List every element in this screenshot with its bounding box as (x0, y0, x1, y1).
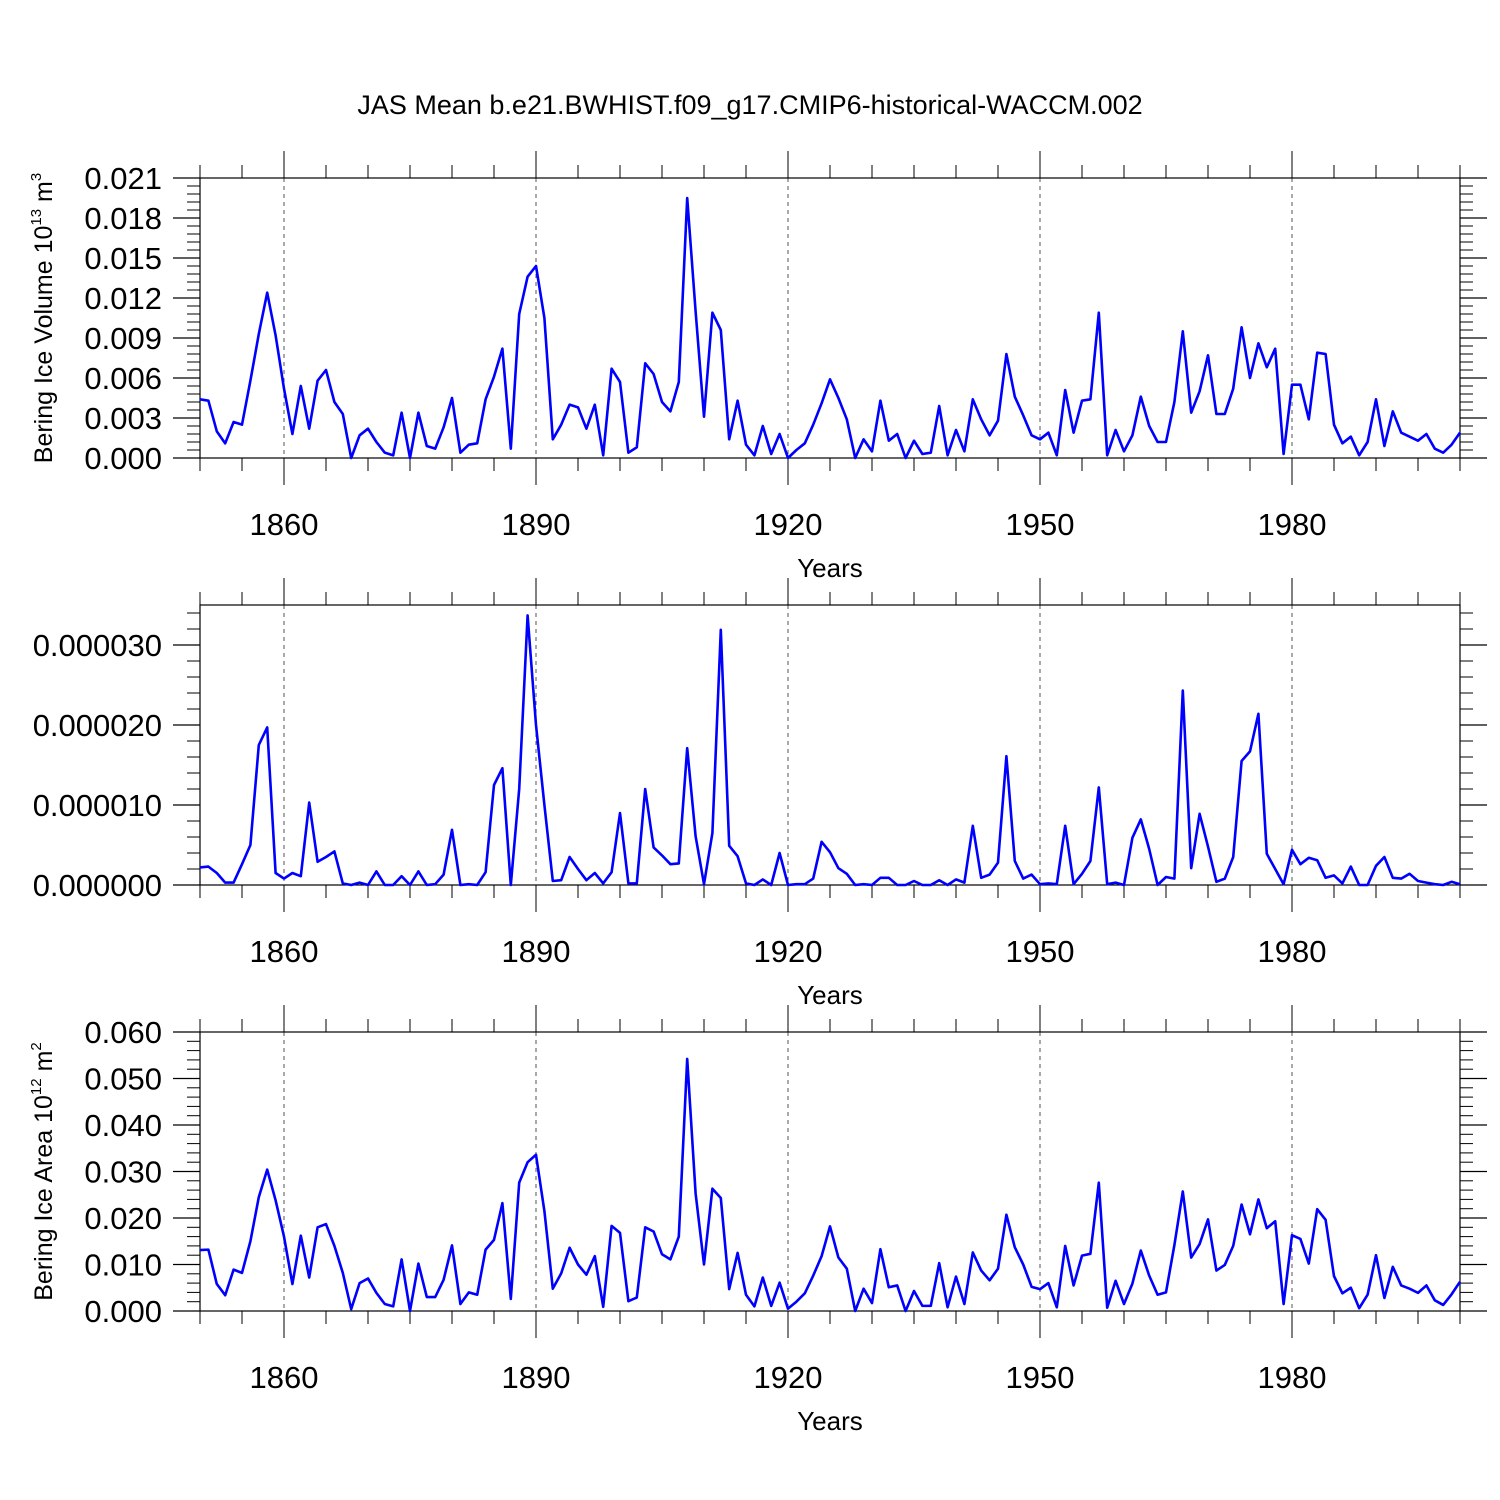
y-tick-label-6: 0.060 (84, 1015, 162, 1050)
y-tick-label-1: 0.010 (84, 1248, 162, 1283)
x-tick-label-4: 1980 (1258, 1360, 1327, 1395)
y-tick-label-0: 0.000 (84, 441, 162, 476)
data-series-line (199, 614, 1461, 887)
chart-panels: 0.000 0.003 0.006 0.009 0.012 0.015 0.018 0.021… (28, 151, 1487, 1436)
y-axis-label-unit: m (30, 1051, 58, 1079)
x-tick-label-0: 1860 (250, 934, 319, 969)
panel-1: 0.000 0.003 0.006 0.009 0.012 0.015 0.018 0.021… (28, 151, 1487, 583)
plot-frame (199, 604, 1461, 886)
y-axis-label-unit-exponent: 2 (28, 1042, 45, 1050)
x-tick-label-2: 1920 (754, 507, 823, 542)
y-tick-label-5: 0.015 (84, 241, 162, 276)
y-tick-label-1: 0.003 (84, 401, 162, 436)
y-axis-label: Bering Ice Volume 1013 m3 (28, 173, 58, 463)
y-tick-label-3: 0.009 (84, 321, 162, 356)
y-tick-label-2: 0.006 (84, 361, 162, 396)
x-tick-label-1: 1890 (502, 507, 571, 542)
y-tick-label-6: 0.018 (84, 201, 162, 236)
y-tick-label-4: 0.012 (84, 281, 162, 316)
x-tick-label-3: 1950 (1006, 507, 1075, 542)
x-tick-label-2: 1920 (754, 1360, 823, 1395)
y-tick-label-5: 0.050 (84, 1062, 162, 1097)
y-axis-label-main: Bering Ice Area 10 (30, 1095, 58, 1301)
y-tick-label-4: 0.040 (84, 1108, 162, 1143)
y-tick-label-2: 0.020 (84, 1201, 162, 1236)
y-tick-label-1: 0.000010 (33, 788, 162, 823)
y-tick-label-2: 0.000020 (33, 708, 162, 743)
y-tick-label-3: 0.000030 (33, 628, 162, 663)
x-tick-label-0: 1860 (250, 507, 319, 542)
data-series-line (199, 196, 1462, 460)
x-axis-label: Years (797, 553, 863, 583)
panel-3: 0.000 0.010 0.020 0.030 0.040 0.050 0.060 1860 1… (28, 1005, 1487, 1436)
y-tick-label-0: 0.000 (84, 1294, 162, 1329)
x-tick-label-4: 1980 (1258, 507, 1327, 542)
plot-frame (199, 177, 1461, 459)
chart-title: JAS Mean b.e21.BWHIST.f09_g17.CMIP6-hist… (357, 90, 1142, 120)
x-axis-label: Years (797, 1406, 863, 1436)
panel-2: 0.000000 0.000010 0.000020 0.000030 1860 1890… (33, 578, 1487, 1010)
y-tick-label-0: 0.000000 (33, 868, 162, 903)
y-tick-label-3: 0.030 (84, 1155, 162, 1190)
data-series-line (199, 1057, 1462, 1313)
y-axis-label-unit-exponent: 3 (28, 173, 45, 181)
y-axis-label: Bering Ice Area 1012 m2 (28, 1042, 58, 1301)
x-tick-label-3: 1950 (1006, 934, 1075, 969)
x-tick-label-4: 1980 (1258, 934, 1327, 969)
y-tick-label-7: 0.021 (84, 161, 162, 196)
x-tick-label-2: 1920 (754, 934, 823, 969)
y-axis-label-main: Bering Ice Volume 10 (30, 226, 58, 464)
x-tick-label-1: 1890 (502, 1360, 571, 1395)
plot-frame (199, 1031, 1461, 1312)
x-tick-label-3: 1950 (1006, 1360, 1075, 1395)
x-tick-label-0: 1860 (250, 1360, 319, 1395)
y-axis-label-exponent: 13 (28, 209, 45, 226)
y-axis-label-unit: m (30, 181, 58, 209)
y-axis-label-exponent: 12 (28, 1078, 45, 1095)
x-axis-label: Years (797, 980, 863, 1010)
x-tick-label-1: 1890 (502, 934, 571, 969)
